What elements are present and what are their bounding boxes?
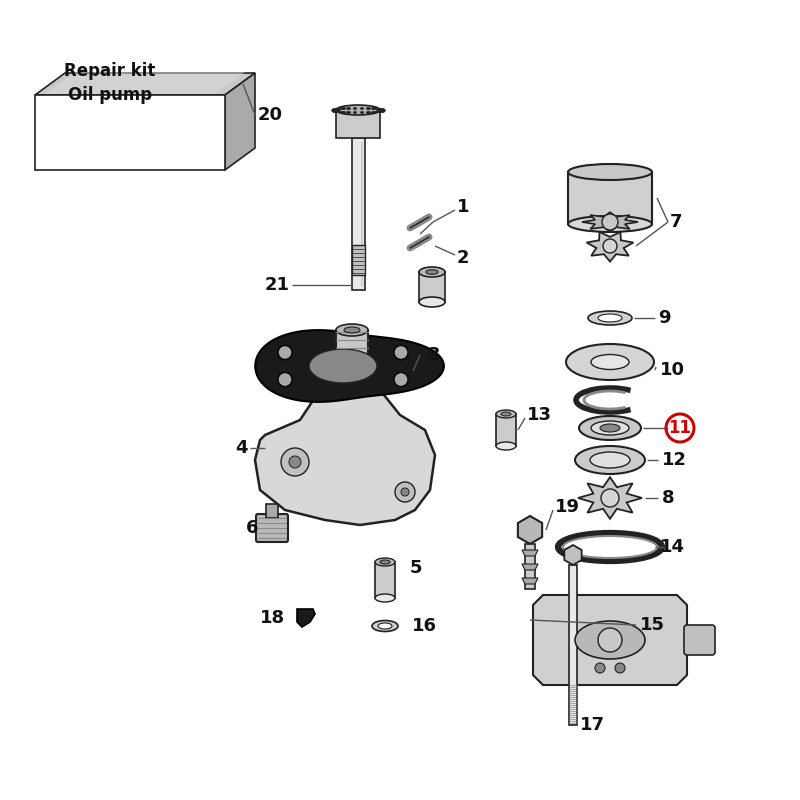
Polygon shape <box>255 378 435 525</box>
Circle shape <box>281 448 309 476</box>
Ellipse shape <box>380 560 390 564</box>
Circle shape <box>394 346 408 359</box>
Circle shape <box>394 373 408 386</box>
Polygon shape <box>578 477 642 518</box>
Bar <box>352 138 365 290</box>
Bar <box>375 562 395 598</box>
Circle shape <box>401 488 409 496</box>
Polygon shape <box>522 578 538 584</box>
Ellipse shape <box>336 324 368 336</box>
Ellipse shape <box>591 354 629 370</box>
Text: 19: 19 <box>555 498 580 516</box>
Ellipse shape <box>568 164 652 180</box>
Text: 17: 17 <box>580 716 605 734</box>
Polygon shape <box>533 595 687 685</box>
Ellipse shape <box>501 412 511 416</box>
Polygon shape <box>564 545 582 565</box>
Circle shape <box>601 489 619 507</box>
Bar <box>569 565 577 725</box>
Ellipse shape <box>496 410 516 418</box>
Ellipse shape <box>588 311 632 325</box>
Text: 2: 2 <box>457 249 470 267</box>
Text: 5: 5 <box>410 559 422 577</box>
Text: Repair kit
Oil pump: Repair kit Oil pump <box>64 62 156 105</box>
FancyBboxPatch shape <box>684 625 715 655</box>
Text: 1: 1 <box>457 198 470 216</box>
Ellipse shape <box>591 421 629 435</box>
Circle shape <box>395 482 415 502</box>
Polygon shape <box>522 550 538 556</box>
Text: 20: 20 <box>258 106 283 124</box>
Ellipse shape <box>600 424 620 432</box>
Text: 10: 10 <box>660 361 685 379</box>
Text: 11: 11 <box>669 419 691 437</box>
Ellipse shape <box>426 270 438 274</box>
Ellipse shape <box>372 621 398 631</box>
Bar <box>525 544 535 589</box>
Circle shape <box>602 214 618 230</box>
Text: 21: 21 <box>265 276 290 294</box>
Text: 4: 4 <box>235 439 248 457</box>
Bar <box>496 414 516 446</box>
Ellipse shape <box>378 623 392 629</box>
Text: 7: 7 <box>670 213 682 231</box>
Bar <box>419 272 445 302</box>
Ellipse shape <box>575 621 645 659</box>
Ellipse shape <box>568 216 652 232</box>
Polygon shape <box>45 72 245 94</box>
Ellipse shape <box>375 594 395 602</box>
Ellipse shape <box>375 558 395 566</box>
Text: 16: 16 <box>412 617 437 635</box>
Polygon shape <box>225 73 255 170</box>
Circle shape <box>603 239 617 253</box>
Circle shape <box>278 346 292 359</box>
Ellipse shape <box>496 442 516 450</box>
Ellipse shape <box>566 344 654 380</box>
Polygon shape <box>255 330 444 402</box>
Polygon shape <box>586 232 634 262</box>
Bar <box>35 95 225 170</box>
Circle shape <box>278 373 292 386</box>
FancyBboxPatch shape <box>256 514 288 542</box>
Bar <box>336 110 380 138</box>
Bar <box>336 330 368 378</box>
Circle shape <box>615 663 625 673</box>
Text: 3: 3 <box>428 346 441 364</box>
Text: 13: 13 <box>527 406 552 424</box>
Circle shape <box>595 663 605 673</box>
Ellipse shape <box>336 105 380 115</box>
Ellipse shape <box>575 446 645 474</box>
Text: 15: 15 <box>640 616 665 634</box>
Ellipse shape <box>598 314 622 322</box>
Bar <box>352 245 365 275</box>
Circle shape <box>289 456 301 468</box>
Ellipse shape <box>579 416 641 440</box>
Polygon shape <box>522 564 538 570</box>
Ellipse shape <box>419 267 445 277</box>
Text: 18: 18 <box>260 609 285 627</box>
Circle shape <box>598 628 622 652</box>
Ellipse shape <box>344 327 360 333</box>
Text: 12: 12 <box>662 451 687 469</box>
Bar <box>266 504 278 518</box>
Bar <box>568 172 652 224</box>
Polygon shape <box>582 212 638 232</box>
Ellipse shape <box>309 349 377 383</box>
Text: 14: 14 <box>660 538 685 556</box>
Ellipse shape <box>419 297 445 307</box>
Polygon shape <box>518 516 542 544</box>
Text: 9: 9 <box>658 309 670 327</box>
Polygon shape <box>297 609 315 627</box>
Text: 6: 6 <box>246 519 258 537</box>
Text: 8: 8 <box>662 489 674 507</box>
Ellipse shape <box>590 452 630 468</box>
Polygon shape <box>35 73 255 95</box>
